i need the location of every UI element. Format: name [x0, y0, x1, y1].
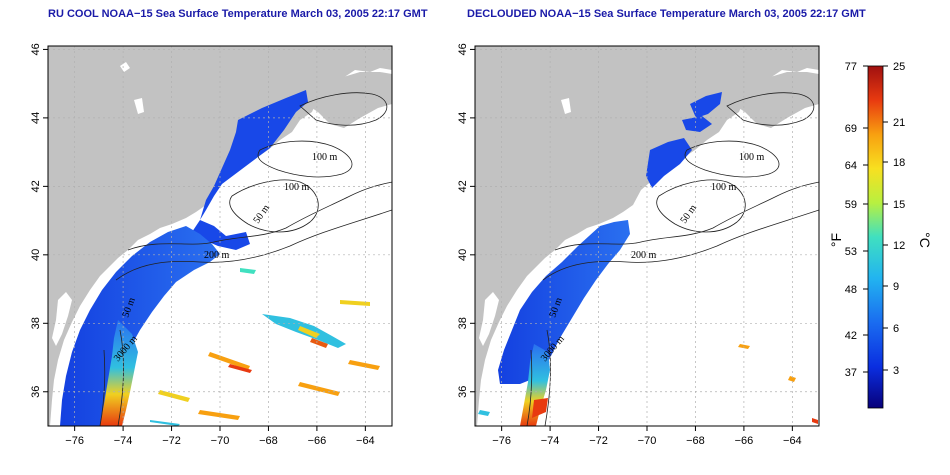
y-tick-label: 46 [30, 43, 42, 55]
axis-ticks: −76 −74 −72 −70 −68 −66 −64 36 38 40 42 44 46 [30, 43, 375, 447]
celsius-tick-label: 9 [893, 281, 899, 293]
y-tick-label: 36 [457, 386, 469, 398]
x-tick-label: −68 [259, 435, 278, 447]
contour-label: 100 m [711, 182, 737, 193]
bathymetry-contours [526, 92, 819, 426]
x-tick-label: −64 [783, 435, 802, 447]
sst-shelf [60, 226, 220, 426]
temperature-colorbar: 77 69 64 59 53 48 42 37 25 21 18 15 12 9 6 3 °F °C [828, 61, 933, 409]
sst-scattered-patches [150, 268, 380, 426]
axis-ticks: −76 −74 −72 −70 −68 −66 −64 36 38 40 42 44 46 [457, 43, 802, 447]
left-map-title: RU COOL NOAA−15 Sea Surface Temperature … [48, 8, 428, 20]
left-map-panel: 100 m 100 m 50 m 200 m 50 m 3000 m −76 −7… [30, 43, 393, 447]
x-tick-label: −66 [735, 435, 754, 447]
lake [134, 98, 144, 114]
celsius-tick-label: 25 [893, 61, 905, 73]
fahrenheit-tick-label: 48 [845, 284, 857, 296]
x-tick-label: −74 [114, 435, 133, 447]
sst-gulf-of-maine [646, 138, 692, 188]
fahrenheit-tick-label: 59 [845, 199, 857, 211]
celsius-unit-label: °C [917, 232, 933, 248]
y-tick-label: 38 [30, 317, 42, 329]
bathymetry-contours [99, 92, 392, 426]
celsius-tick-label: 18 [893, 157, 905, 169]
celsius-tick-label: 15 [893, 199, 905, 211]
y-tick-label: 36 [30, 386, 42, 398]
fahrenheit-tick-label: 42 [845, 330, 857, 342]
contour-label: 100 m [284, 182, 310, 193]
fahrenheit-tick-label: 37 [845, 367, 857, 379]
fahrenheit-tick-label: 53 [845, 246, 857, 258]
y-tick-label: 40 [457, 249, 469, 261]
contour-label: 200 m [204, 250, 230, 261]
y-tick-label: 44 [30, 112, 42, 124]
land-mass [727, 72, 819, 128]
fahrenheit-tick-label: 69 [845, 123, 857, 135]
sst-gulf-of-maine [192, 90, 308, 250]
x-tick-label: −74 [541, 435, 560, 447]
bay-water [479, 292, 499, 346]
x-tick-label: −68 [686, 435, 705, 447]
x-tick-label: −70 [638, 435, 657, 447]
contour-label: 100 m [312, 152, 338, 163]
sst-shelf [498, 220, 630, 384]
celsius-tick-label: 3 [893, 365, 899, 377]
contour-label: 200 m [631, 250, 657, 261]
lake [120, 62, 130, 72]
sst-warm-slope [520, 344, 550, 426]
lat-lon-grid [48, 46, 392, 426]
x-tick-label: −70 [211, 435, 230, 447]
lat-lon-grid [475, 46, 819, 426]
bay-water [52, 292, 72, 346]
sst-warm-slope [100, 320, 138, 426]
sst-warm-slope [532, 398, 548, 418]
y-tick-label: 42 [30, 180, 42, 192]
y-tick-label: 46 [457, 43, 469, 55]
contour-label: 100 m [739, 152, 765, 163]
right-map-panel: 100 m 100 m 50 m 200 m 50 m 3000 m −76 −7… [457, 43, 820, 447]
x-tick-label: −72 [589, 435, 608, 447]
fahrenheit-unit-label: °F [828, 233, 844, 247]
right-map-title: DECLOUDED NOAA−15 Sea Surface Temperatur… [467, 8, 866, 20]
sst-gulf-of-maine [690, 92, 722, 118]
y-tick-label: 42 [457, 180, 469, 192]
celsius-tick-label: 6 [893, 323, 899, 335]
celsius-tick-label: 12 [893, 240, 905, 252]
x-tick-label: −76 [65, 435, 84, 447]
land-mass [300, 72, 392, 128]
fahrenheit-tick-label: 64 [845, 160, 857, 172]
fahrenheit-tick-label: 77 [845, 61, 857, 73]
y-tick-label: 40 [30, 249, 42, 261]
colorbar-gradient [867, 65, 884, 409]
y-tick-label: 38 [457, 317, 469, 329]
land-mass [475, 46, 819, 426]
sst-gulf-of-maine [682, 116, 712, 132]
land-mass [48, 46, 392, 426]
x-tick-label: −76 [492, 435, 511, 447]
lake [561, 98, 571, 114]
celsius-tick-label: 21 [893, 117, 905, 129]
y-tick-label: 44 [457, 112, 469, 124]
x-tick-label: −72 [162, 435, 181, 447]
x-tick-label: −64 [356, 435, 375, 447]
x-tick-label: −66 [308, 435, 327, 447]
